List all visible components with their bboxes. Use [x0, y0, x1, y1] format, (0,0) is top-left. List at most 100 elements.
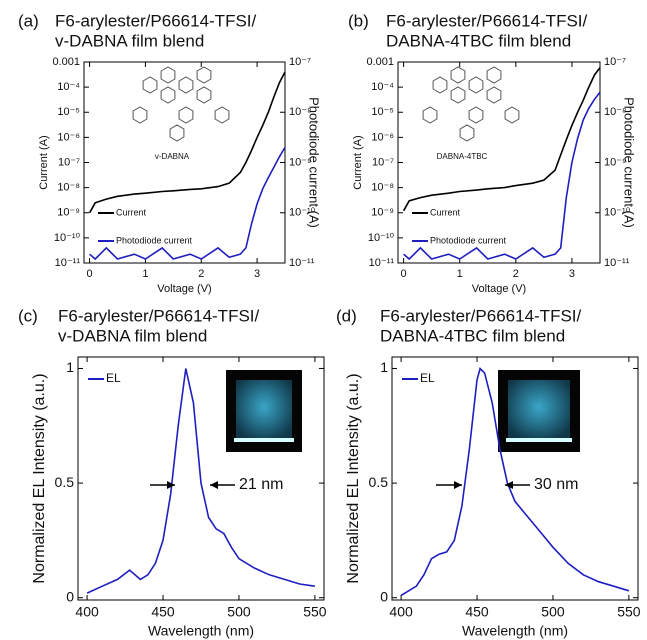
legend-label: Photodiode current [116, 235, 193, 245]
chart-title: v-DABNA film blend [58, 326, 207, 345]
ring [142, 76, 158, 94]
molecule [422, 66, 520, 142]
x-tick-label: 400 [75, 604, 99, 620]
y-tick-label: 10⁻⁵ [57, 106, 80, 118]
data-line [402, 67, 601, 212]
x-axis-label: Wavelength (nm) [148, 623, 254, 639]
ring [178, 76, 194, 94]
arrow-head [167, 481, 175, 489]
y2-tick-label: 10⁻¹¹ [289, 257, 315, 269]
arrow-head [505, 481, 513, 489]
y2-axis-label: Photodiode current (A) [622, 97, 637, 228]
plot-frame [77, 356, 325, 601]
ring [178, 106, 194, 124]
y-tick-label: 0 [380, 588, 388, 604]
x-tick-label: 0 [87, 268, 93, 280]
chart-title: DABNA-4TBC film blend [386, 31, 571, 50]
x-axis-label: Wavelength (nm) [462, 623, 568, 639]
chart-title: F6-arylester/P66614-TFSI/ [58, 306, 260, 325]
legend-label: Current [116, 207, 147, 217]
ring [169, 124, 185, 142]
ring [196, 66, 212, 84]
x-tick-label: 400 [389, 604, 413, 620]
x-tick-label: 550 [617, 604, 641, 620]
y2-tick-label: 10⁻⁸ [289, 106, 312, 118]
y2-tick-label: 10⁻⁹ [604, 156, 627, 168]
plot-frame [391, 356, 639, 601]
x-tick-label: 550 [303, 604, 327, 620]
legend-label: Current [430, 207, 461, 217]
inset-edge [506, 438, 572, 442]
y-tick-label: 0.5 [369, 474, 389, 490]
ring [214, 106, 230, 124]
inset-device [236, 380, 292, 440]
x-tick-label: 1 [142, 268, 148, 280]
ring [196, 86, 212, 104]
chart-title: DABNA-4TBC film blend [380, 326, 565, 345]
y-tick-label: 10⁻⁸ [57, 182, 80, 194]
y-tick-label: 10⁻¹⁰ [368, 232, 395, 244]
x-tick-label: 500 [227, 604, 251, 620]
data-line [86, 368, 316, 594]
inset-device [508, 380, 570, 440]
chart-title: F6-arylester/P66614-TFSI/ [55, 11, 257, 30]
inset-label: DABNA-4TBC [437, 152, 488, 161]
molecule [132, 66, 230, 142]
x-tick-label: 2 [513, 268, 519, 280]
x-tick-label: 0 [401, 268, 407, 280]
y-tick-label: 10⁻⁵ [371, 106, 394, 118]
ring [422, 106, 438, 124]
y-tick-label: 10⁻⁹ [57, 207, 80, 219]
y-axis-label: Current (A) [38, 135, 50, 189]
legend-label: EL [420, 371, 435, 385]
y-axis-label: Normalized EL Intensity (a.u.) [345, 373, 362, 583]
annotation: 21 nm [239, 476, 283, 493]
chart-title: F6-arylester/P66614-TFSI/ [386, 11, 588, 30]
ring [450, 66, 466, 84]
y-tick-label: 10⁻⁷ [372, 156, 394, 168]
legend-label: Photodiode current [430, 235, 507, 245]
x-tick-label: 1 [457, 268, 463, 280]
y-tick-label: 10⁻⁷ [58, 156, 80, 168]
x-tick-label: 450 [465, 604, 489, 620]
plot-frame [397, 61, 601, 264]
panel-label: (a) [18, 11, 39, 30]
y-tick-label: 10⁻⁴ [371, 81, 394, 93]
x-tick-label: 500 [541, 604, 565, 620]
arrow-head [210, 481, 218, 489]
y-tick-label: 0.001 [366, 56, 394, 68]
inset-edge [234, 438, 294, 442]
y-axis-label: Current (A) [352, 135, 364, 189]
y-tick-label: 10⁻⁶ [371, 131, 394, 143]
x-tick-label: 450 [151, 604, 175, 620]
y-tick-label: 0.001 [52, 56, 80, 68]
x-tick-label: 3 [569, 268, 575, 280]
y2-tick-label: 10⁻⁷ [604, 56, 626, 68]
panel-label: (b) [348, 11, 369, 30]
y2-tick-label: 10⁻¹⁰ [289, 207, 316, 219]
x-tick-label: 2 [198, 268, 204, 280]
y-tick-label: 10⁻⁹ [371, 207, 394, 219]
data-line [403, 91, 601, 261]
y2-tick-label: 10⁻⁹ [289, 156, 312, 168]
arrow-head [454, 481, 462, 489]
data-line [89, 146, 286, 261]
y-tick-label: 0.5 [55, 474, 75, 490]
x-axis-label: Voltage (V) [472, 283, 526, 295]
ring [160, 86, 176, 104]
y-tick-label: 10⁻⁸ [371, 182, 394, 194]
y2-axis-label: Photodiode current (A) [307, 97, 322, 228]
annotation: 30 nm [534, 476, 578, 493]
x-axis-label: Voltage (V) [157, 283, 211, 295]
y-tick-label: 10⁻¹¹ [55, 257, 81, 269]
ring [132, 106, 148, 124]
ring [459, 124, 475, 142]
y-tick-label: 10⁻¹⁰ [54, 232, 81, 244]
y2-tick-label: 10⁻⁷ [289, 56, 311, 68]
y2-tick-label: 10⁻¹⁰ [604, 207, 631, 219]
panel-label: (c) [18, 306, 38, 325]
chart-title: v-DABNA film blend [55, 31, 204, 50]
y-axis-label: Normalized EL Intensity (a.u.) [31, 373, 48, 583]
legend-label: EL [106, 371, 121, 385]
